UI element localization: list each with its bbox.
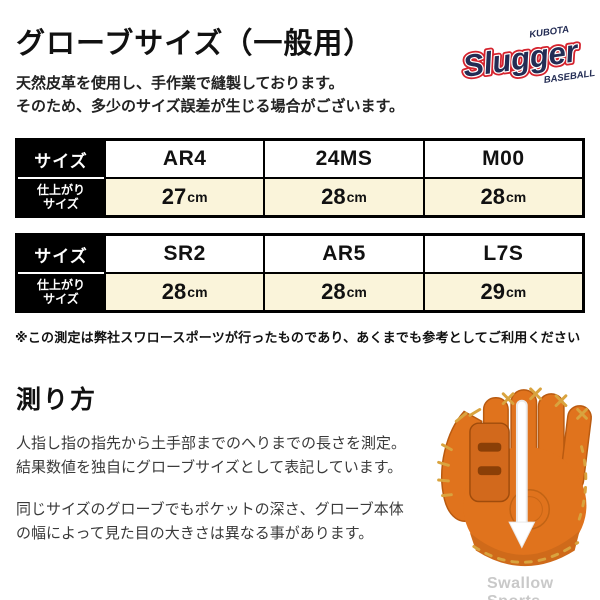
model-cell: L7S <box>424 236 582 272</box>
size-table-2-row-header-finished: 仕上がり サイズ <box>18 274 104 310</box>
size-unit: cm <box>346 284 367 300</box>
size-table-1-row-header-size: サイズ <box>18 141 104 177</box>
size-table-1: サイズ AR4 24MS M00 仕上がり サイズ 27 cm 28 cm 28 cm <box>15 138 585 218</box>
intro-line-2: そのため、多少のサイズ誤差が生じる場合がございます。 <box>16 98 405 115</box>
glove-laces <box>437 387 588 564</box>
size-value-cell: 28 cm <box>265 179 423 215</box>
size-unit: cm <box>187 284 208 300</box>
size-value-cell: 29 cm <box>424 274 582 310</box>
size-unit: cm <box>505 284 527 300</box>
size-value-cell: 28 cm <box>265 274 423 310</box>
kubota-slugger-logo: Slugger Slugger KUBOTA BASEBALL <box>458 24 596 87</box>
swallow-sports-watermark: Swallow Sports <box>487 575 554 600</box>
finished-size-label-line1: 仕上がり <box>36 183 85 197</box>
model-cell: AR5 <box>265 236 423 272</box>
intro-text: 天然皮革を使用し、手作業で縫製しております。 そのため、多少のサイズ誤差が生じる… <box>16 72 404 118</box>
finished-size-label-line2: サイズ <box>43 197 79 211</box>
measuring-p2-line2: の幅によって見た目の大きさは異なる事があります。 <box>16 525 374 542</box>
size-value-cell: 27 cm <box>106 179 264 215</box>
size-table-2: サイズ SR2 AR5 L7S 仕上がり サイズ 28 cm 28 cm 29 cm <box>15 233 585 313</box>
glove-web-slit <box>477 466 502 476</box>
size-unit: cm <box>346 189 367 205</box>
size-value-cell: 28 cm <box>106 274 264 310</box>
model-cell: 24MS <box>265 141 423 177</box>
size-number: 28 <box>321 184 346 209</box>
glove-web <box>469 422 510 503</box>
finished-size-label-line1: 仕上がり <box>36 278 85 292</box>
finished-size-label-line2: サイズ <box>43 292 79 306</box>
model-cell: AR4 <box>106 141 264 177</box>
size-label: サイズ <box>34 246 88 266</box>
glove-web-slit <box>477 442 502 452</box>
measuring-paragraph-1: 人指し指の指先から土手部までのへりまでの長さを測定。 結果数値を独自にグローブサ… <box>16 432 446 480</box>
size-table-2-row-header-size: サイズ <box>18 236 104 272</box>
model-cell: SR2 <box>106 236 264 272</box>
size-number: 28 <box>161 279 187 304</box>
measurement-disclaimer-note: ※この測定は弊社スワロースポーツが行ったものであり、あくまでも参考としてご利用く… <box>15 330 581 345</box>
measuring-section-heading: 測り方 <box>16 386 98 414</box>
measuring-p2-line1: 同じサイズのグローブでもポケットの深さ、グローブ本体 <box>16 501 404 518</box>
glove-illustration <box>437 387 592 567</box>
size-unit: cm <box>187 189 208 205</box>
glove-photo <box>430 386 598 572</box>
page-title: グローブサイズ（一般用） <box>16 28 374 60</box>
measuring-p1-line1: 人指し指の指先から土手部までのへりまでの長さを測定。 <box>16 435 407 452</box>
measuring-p1-line2: 結果数値を独自にグローブサイズとして表記しています。 <box>16 459 403 476</box>
size-label: サイズ <box>34 151 88 171</box>
size-number: 29 <box>480 279 505 304</box>
size-number: 28 <box>321 279 346 304</box>
size-number: 27 <box>161 184 187 209</box>
size-unit: cm <box>505 189 527 205</box>
size-value-cell: 28 cm <box>424 179 582 215</box>
measuring-paragraph-2: 同じサイズのグローブでもポケットの深さ、グローブ本体 の幅によって見た目の大きさ… <box>16 498 446 546</box>
size-table-1-row-header-finished: 仕上がり サイズ <box>18 179 104 215</box>
intro-line-1: 天然皮革を使用し、手作業で縫製しております。 <box>16 75 344 92</box>
measuring-description: 人指し指の指先から土手部までのへりまでの長さを測定。 結果数値を独自にグローブサ… <box>16 432 446 546</box>
measure-arrow-icon <box>508 399 536 549</box>
size-number: 28 <box>480 184 505 209</box>
model-cell: M00 <box>424 141 582 177</box>
